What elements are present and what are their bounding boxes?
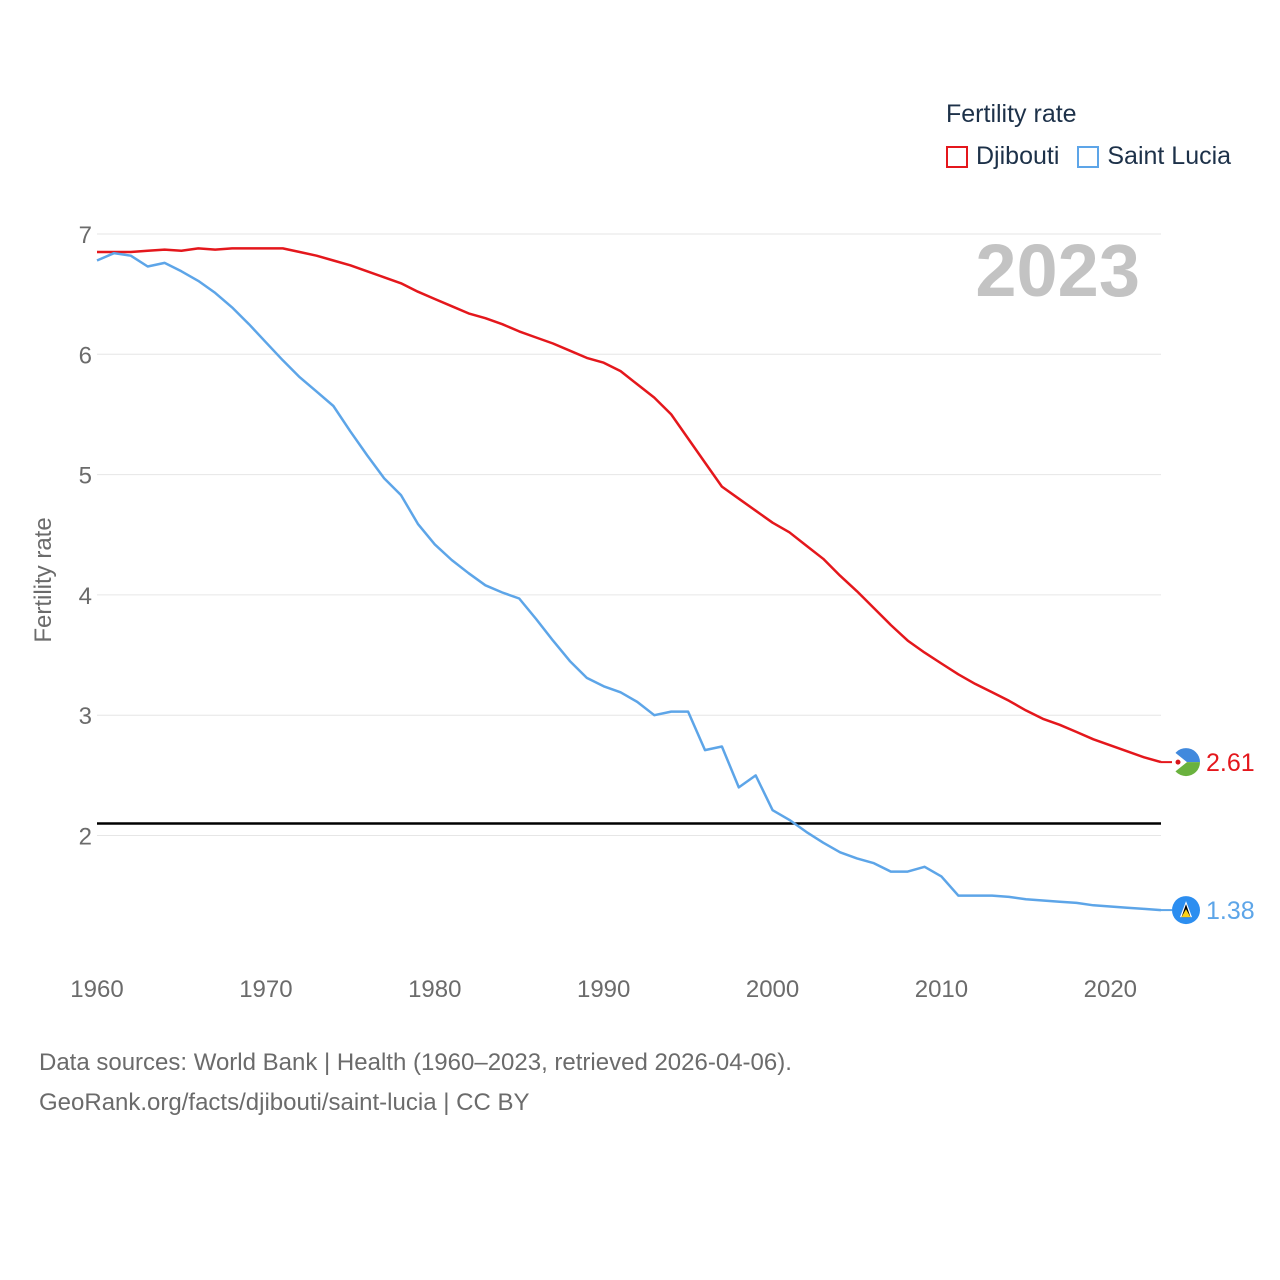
legend-item-djibouti[interactable]: Djibouti xyxy=(946,142,1059,171)
series-lines xyxy=(96,247,1162,912)
end-markers: 2.61 1.38 xyxy=(1161,748,1255,925)
end-value-djibouti: 2.61 xyxy=(1206,749,1255,777)
footer: Data sources: World Bank | Health (1960–… xyxy=(39,1043,792,1123)
legend-title: Fertility rate xyxy=(946,100,1077,128)
y-tick-4: 4 xyxy=(79,583,92,610)
legend: Djibouti Saint Lucia xyxy=(946,142,1249,171)
x-tick-2000: 2000 xyxy=(746,976,799,1003)
x-tick-1960: 1960 xyxy=(70,976,123,1003)
y-axis-label: Fertility rate xyxy=(30,517,57,642)
x-tick-2020: 2020 xyxy=(1084,976,1137,1003)
x-tick-2010: 2010 xyxy=(915,976,968,1003)
y-tick-labels: 2 3 4 5 6 7 xyxy=(79,222,92,851)
legend-label-saint-lucia: Saint Lucia xyxy=(1107,142,1232,170)
legend-label-djibouti: Djibouti xyxy=(976,142,1060,170)
line-djibouti xyxy=(97,247,1162,764)
legend-swatch-djibouti xyxy=(946,145,968,168)
end-value-saint-lucia: 1.38 xyxy=(1206,897,1255,925)
y-tick-5: 5 xyxy=(79,463,92,490)
line-saint-lucia xyxy=(96,251,1162,912)
year-label: 2023 xyxy=(975,229,1140,312)
y-tick-6: 6 xyxy=(79,342,92,369)
y-tick-7: 7 xyxy=(79,222,92,249)
y-gridlines xyxy=(97,233,1161,836)
legend-item-saint-lucia[interactable]: Saint Lucia xyxy=(1077,142,1231,171)
y-tick-3: 3 xyxy=(79,703,92,730)
footer-credit[interactable]: GeoRank.org/facts/djibouti/saint-lucia |… xyxy=(39,1089,530,1116)
x-tick-labels: 1960 1970 1980 1990 2000 2010 2020 xyxy=(70,976,1137,1003)
x-tick-1980: 1980 xyxy=(408,976,461,1003)
legend-swatch-saint-lucia xyxy=(1077,145,1100,168)
footer-sources: Data sources: World Bank | Health (1960–… xyxy=(39,1049,792,1076)
flag-icon-saint-lucia xyxy=(1172,896,1200,925)
x-tick-1970: 1970 xyxy=(239,976,292,1003)
flag-icon-djibouti xyxy=(1172,748,1200,777)
x-tick-1990: 1990 xyxy=(577,976,630,1003)
y-tick-2: 2 xyxy=(79,824,92,851)
